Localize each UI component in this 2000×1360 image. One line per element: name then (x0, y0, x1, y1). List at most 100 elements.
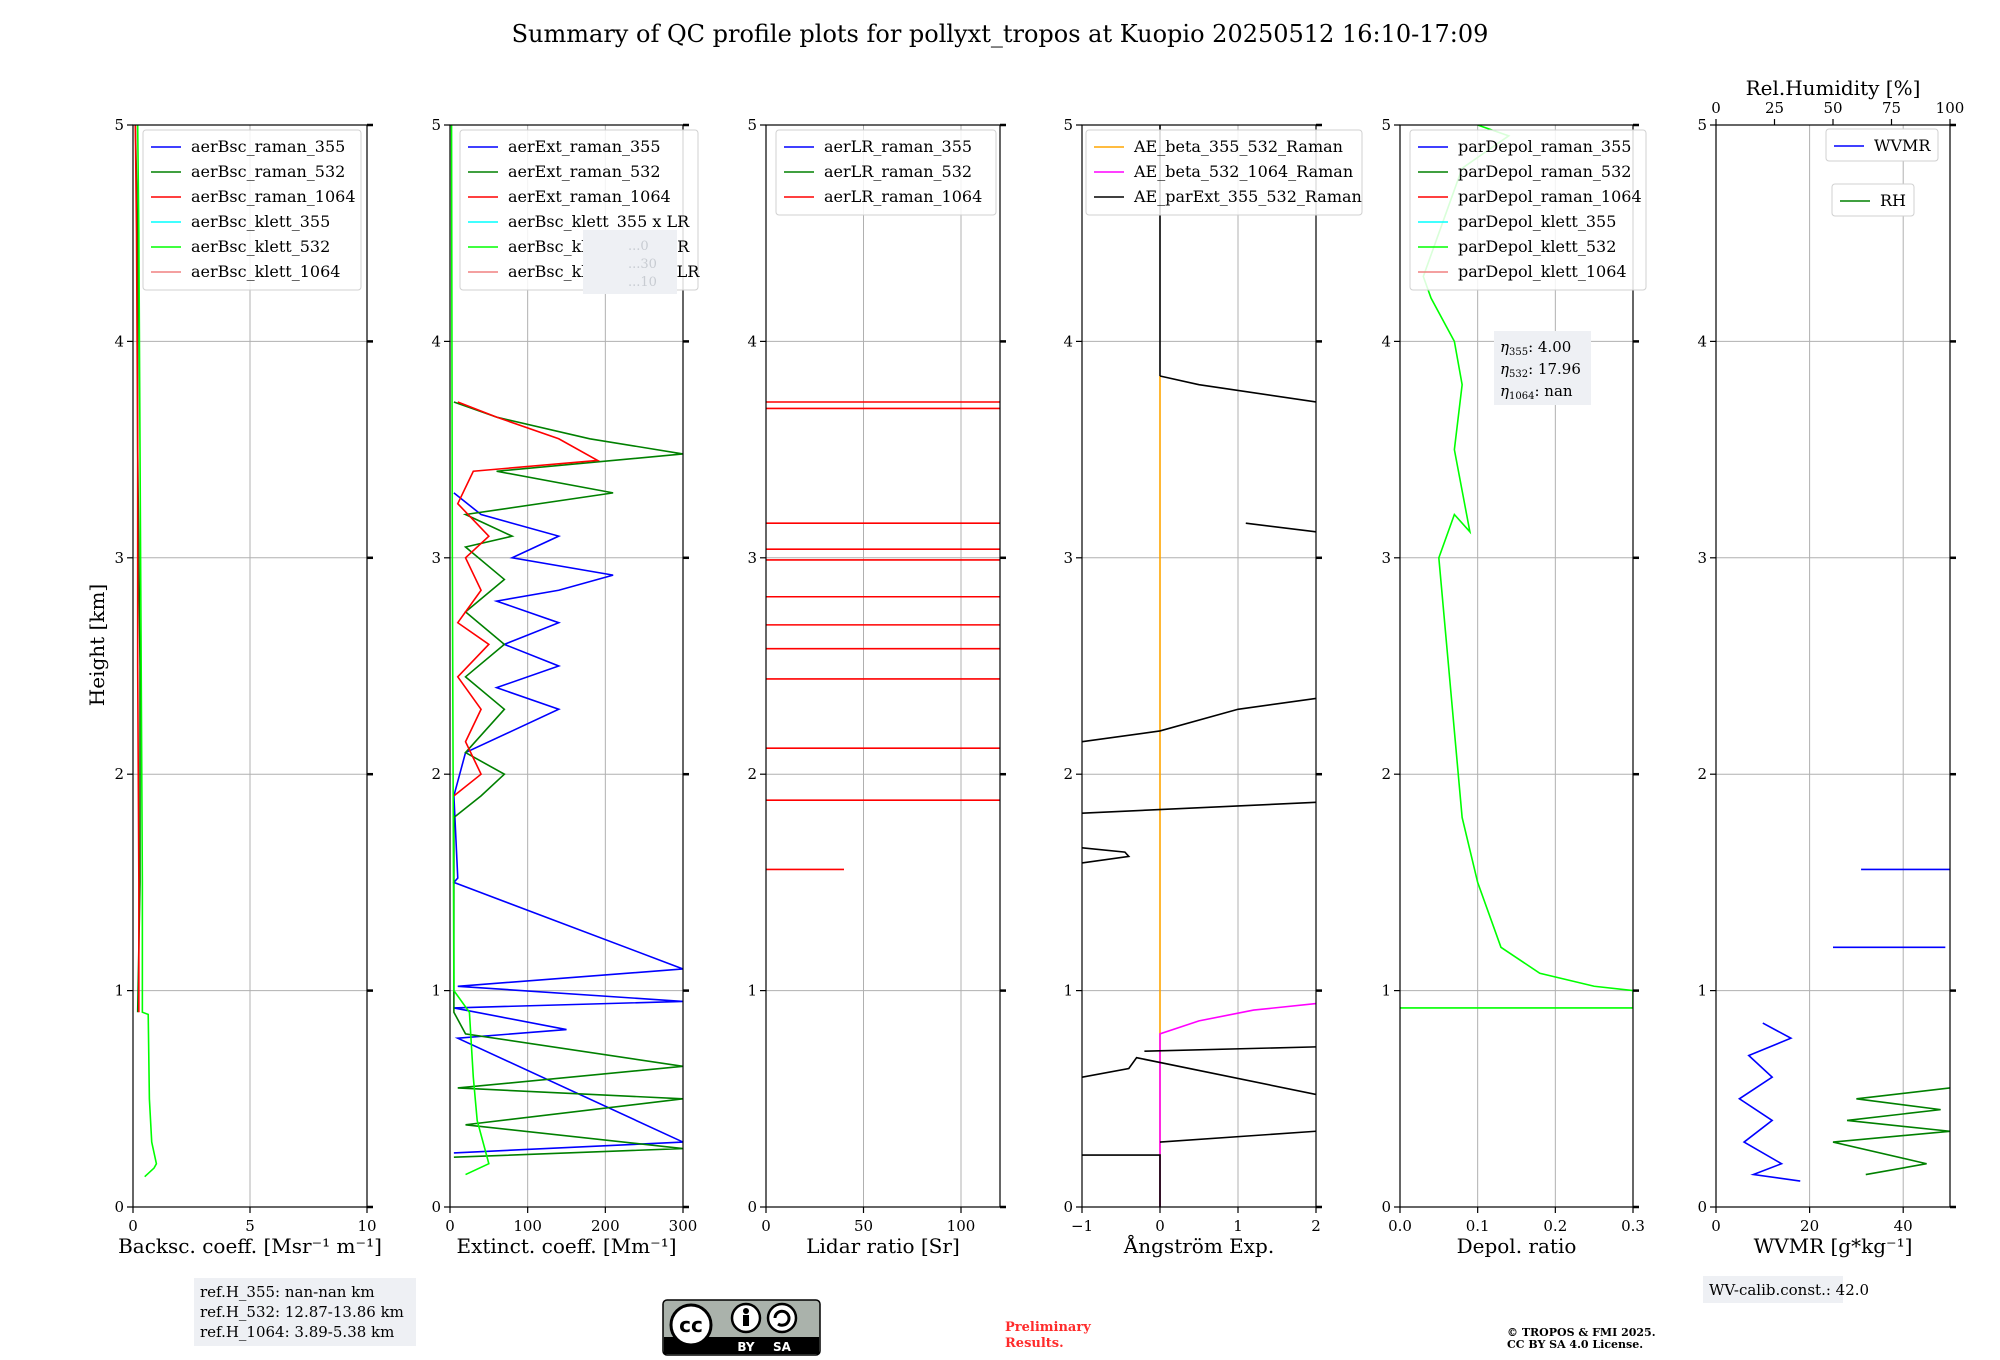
legend-entry: aerExt_raman_1064 (508, 187, 671, 206)
x-tick-label: 5 (245, 1217, 255, 1235)
svg-text:cc: cc (679, 1313, 703, 1337)
top-tick-label: 75 (1882, 99, 1901, 117)
svg-text:SA: SA (773, 1340, 792, 1354)
ref-height-box: ref.H_355: nan-nan km ref.H_532: 12.87-1… (194, 1278, 416, 1346)
x-tick-label: 0 (445, 1217, 455, 1235)
series-line-AE_parExt_355_532_Raman (1082, 801, 1316, 814)
series-line-AE_parExt_355_532_Raman (1144, 1046, 1316, 1052)
legend-entry: aerLR_raman_355 (824, 137, 972, 156)
y-tick-label: 4 (1381, 332, 1391, 350)
ref-height-1064: ref.H_1064: 3.89-5.38 km (200, 1323, 394, 1341)
y-tick-label: 2 (431, 765, 441, 783)
y-tick-label: 2 (747, 765, 757, 783)
series-group (1737, 868, 1950, 1182)
y-tick-label: 0 (431, 1198, 441, 1216)
ref-height-532: ref.H_532: 12.87-13.86 km (200, 1303, 404, 1321)
top-axis-label: Rel.Humidity [%] (1746, 76, 1921, 100)
legend-entry: parDepol_klett_355 (1458, 212, 1616, 231)
legend-entry: aerBsc_raman_1064 (191, 187, 356, 206)
axes-frame (765, 124, 1001, 1208)
panel-2: 0 100 200 300 0 1 2 3 4 5 Extinct. coeff. [Mm⁻¹] ae… (431, 116, 700, 1258)
legend-entry: aerBsc_klett_532 (191, 237, 330, 256)
legend: AE_beta_355_532_Raman AE_beta_532_1064_Ra… (1085, 129, 1363, 216)
panel-6: 0 20 40 0 1 2 3 4 5 WVMR [g*kg⁻¹] 0 25 50 75 100 Rel.Hu… (1697, 76, 1964, 1258)
axes-frame (449, 124, 684, 1208)
top-tick-label: 100 (1936, 99, 1965, 117)
legend: RH (1831, 183, 1915, 217)
y-tick-label: 3 (114, 549, 124, 567)
legend-entry: aerLR_raman_1064 (824, 187, 982, 206)
x-tick-label: 2 (1311, 1217, 1321, 1235)
legend-entry: aerBsc_raman_355 (191, 137, 345, 156)
legend: aerBsc_raman_355 aerBsc_raman_532 aerBsc_r… (142, 129, 362, 291)
preliminary-label-2: Results. (1005, 1336, 1064, 1351)
legend-entry: aerBsc_klett_1064 (191, 262, 340, 281)
y-tick-label: 4 (114, 332, 124, 350)
y-tick-label: 3 (747, 549, 757, 567)
legend-entry: parDepol_klett_1064 (1458, 262, 1627, 281)
panel-3: 0 50 100 0 1 2 3 4 5 Lidar ratio [Sr] aerLR_raman_… (747, 116, 1006, 1258)
series-line-WVMR (1737, 1022, 1801, 1182)
x-tick-label: 20 (1800, 1217, 1819, 1235)
y-tick-label: 5 (747, 116, 757, 134)
series-line-aerBsc_raman_1064 (134, 125, 140, 1013)
legend-entry: AE_beta_355_532_Raman (1133, 137, 1343, 156)
x-tick-label: 100 (513, 1217, 542, 1235)
x-tick-label: 40 (1894, 1217, 1913, 1235)
legend-entry: AE_beta_532_1064_Raman (1133, 162, 1353, 181)
ref-height-box-bg (194, 1278, 416, 1346)
legend-entry: aerBsc_klett_355 (191, 212, 330, 231)
copyright-line-1: © TROPOS & FMI 2025. (1507, 1326, 1656, 1339)
legend-entry: aerBsc_raman_532 (191, 162, 345, 181)
x-tick-label: 0 (1155, 1217, 1165, 1235)
y-tick-label: 0 (1697, 1198, 1707, 1216)
copyright-line-2: CC BY SA 4.0 License. (1507, 1338, 1643, 1351)
svg-text:...10: ...10 (628, 275, 657, 290)
eta-1064-label: η1064: nan (1500, 382, 1573, 402)
x-tick-label: 0.2 (1543, 1217, 1567, 1235)
y-tick-label: 0 (1381, 1198, 1391, 1216)
y-tick-label: 5 (1063, 116, 1073, 134)
series-line-RH (1832, 1087, 1950, 1176)
x-tick-label: 0 (1711, 1217, 1721, 1235)
series-line-AE_parExt_355_532_Raman (1082, 1056, 1316, 1096)
y-tick-label: 1 (747, 982, 757, 1000)
series-group (1082, 125, 1316, 1207)
legend-entry: parDepol_raman_355 (1458, 137, 1631, 156)
legend-entry: aerBsc_klett_355 x LR (508, 212, 690, 231)
series-group (134, 125, 158, 1178)
series-line-aerExt_raman_1064 (453, 401, 601, 797)
series-line-aerExt_raman_532 (453, 401, 683, 1159)
x-tick-label: 0 (761, 1217, 771, 1235)
legend-entry: parDepol_raman_532 (1458, 162, 1631, 181)
x-tick-label: 0.3 (1621, 1217, 1645, 1235)
y-tick-label: 0 (114, 1198, 124, 1216)
y-tick-label: 4 (747, 332, 757, 350)
share-alike-icon (766, 1302, 798, 1334)
series-line-AE_parExt_355_532_Raman (1159, 1130, 1316, 1143)
legend-entry: AE_parExt_355_532_Raman (1133, 187, 1362, 206)
series-line-AE_parExt_355_532_Raman (1082, 846, 1131, 864)
eta-355-label: η355: 4.00 (1500, 338, 1571, 358)
cc-icon (669, 1303, 713, 1347)
legend: parDepol_raman_355 parDepol_raman_532 parD… (1409, 129, 1647, 291)
preliminary-label-1: Preliminary (1005, 1320, 1091, 1335)
top-tick-label: 50 (1823, 99, 1842, 117)
top-tick-label: 25 (1765, 99, 1784, 117)
x-tick-label: 0.1 (1466, 1217, 1490, 1235)
eta-532-label: η532: 17.96 (1500, 360, 1581, 380)
ref-height-355: ref.H_355: nan-nan km (200, 1283, 375, 1301)
legend: aerLR_raman_355 aerLR_raman_532 aerLR_rama… (775, 129, 997, 216)
y-tick-label: 3 (1697, 549, 1707, 567)
hidden-legend-remnant: ...0 ...30 ...10 (583, 230, 677, 294)
y-tick-label: 0 (1063, 1198, 1073, 1216)
legend: WVMR (1825, 128, 1939, 162)
axes-frame (1081, 124, 1317, 1208)
cc-license-badge: cc BY SA (662, 1299, 821, 1356)
y-tick-label: 5 (1697, 116, 1707, 134)
eta-box: η355: 4.00 η532: 17.96 η1064: nan (1494, 331, 1591, 405)
svg-text:BY: BY (737, 1340, 754, 1354)
x-axis-label: Lidar ratio [Sr] (806, 1234, 960, 1258)
